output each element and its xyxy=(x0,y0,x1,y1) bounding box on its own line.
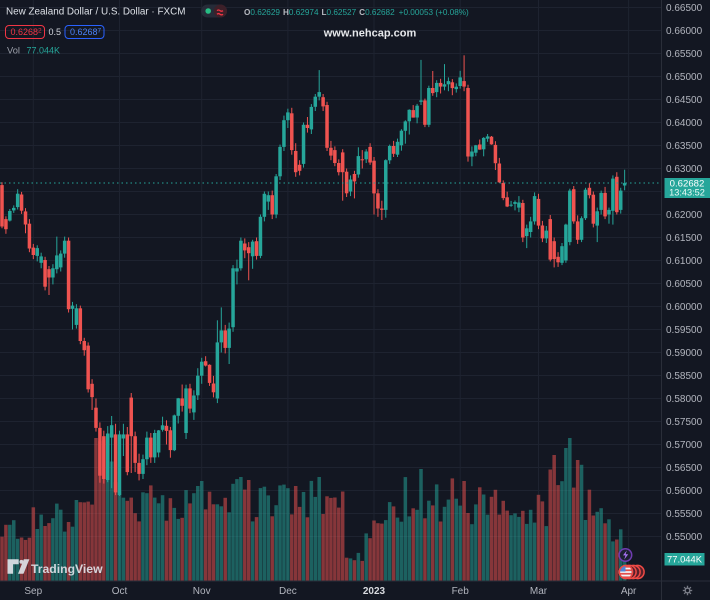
svg-text:0.60500: 0.60500 xyxy=(666,279,703,290)
svg-text:0.63500: 0.63500 xyxy=(666,141,703,152)
svg-text:Apr: Apr xyxy=(621,586,637,597)
svg-text:0.59500: 0.59500 xyxy=(666,325,703,336)
svg-text:TradingView: TradingView xyxy=(31,562,103,576)
svg-text:0.59000: 0.59000 xyxy=(666,348,703,359)
svg-text:Dec: Dec xyxy=(279,586,297,597)
svg-text:0.62000: 0.62000 xyxy=(666,210,703,221)
svg-text:77.044K: 77.044K xyxy=(667,554,703,565)
svg-text:0.65000: 0.65000 xyxy=(666,72,703,83)
svg-text:0.62682: 0.62682 xyxy=(670,178,705,189)
svg-text:Vol: Vol xyxy=(7,46,20,56)
svg-text:0.66500: 0.66500 xyxy=(666,3,703,14)
svg-text:0.56000: 0.56000 xyxy=(666,486,703,497)
svg-text:Mar: Mar xyxy=(530,586,548,597)
svg-text:0.64000: 0.64000 xyxy=(666,118,703,129)
svg-text:0.62682: 0.62682 xyxy=(11,27,43,37)
svg-text:0.66000: 0.66000 xyxy=(666,26,703,37)
svg-text:Feb: Feb xyxy=(452,586,470,597)
svg-text:0.5: 0.5 xyxy=(48,27,61,37)
svg-text:0.58500: 0.58500 xyxy=(666,371,703,382)
svg-text:0.64500: 0.64500 xyxy=(666,95,703,106)
svg-text:0.56500: 0.56500 xyxy=(666,463,703,474)
svg-text:77.044K: 77.044K xyxy=(27,46,61,56)
svg-text:Oct: Oct xyxy=(112,586,128,597)
svg-text:Sep: Sep xyxy=(24,586,42,597)
svg-text:0.57000: 0.57000 xyxy=(666,440,703,451)
svg-text:0.55000: 0.55000 xyxy=(666,532,703,543)
svg-text:0.55500: 0.55500 xyxy=(666,509,703,520)
svg-text:0.62687: 0.62687 xyxy=(70,27,102,37)
svg-text:0.65500: 0.65500 xyxy=(666,49,703,60)
svg-text:0.61500: 0.61500 xyxy=(666,233,703,244)
svg-text:0.57500: 0.57500 xyxy=(666,417,703,428)
svg-text:2023: 2023 xyxy=(363,586,386,597)
svg-text:New Zealand Dollar / U.S. Doll: New Zealand Dollar / U.S. Dollar · FXCM xyxy=(6,6,185,17)
svg-text:13:43:52: 13:43:52 xyxy=(669,188,705,198)
svg-text:0.63000: 0.63000 xyxy=(666,164,703,175)
svg-text:Nov: Nov xyxy=(193,586,211,597)
svg-text:0.58000: 0.58000 xyxy=(666,394,703,405)
svg-text:www.nehcap.com: www.nehcap.com xyxy=(323,27,417,39)
svg-text:0.60000: 0.60000 xyxy=(666,302,703,313)
svg-text:0.61000: 0.61000 xyxy=(666,256,703,267)
